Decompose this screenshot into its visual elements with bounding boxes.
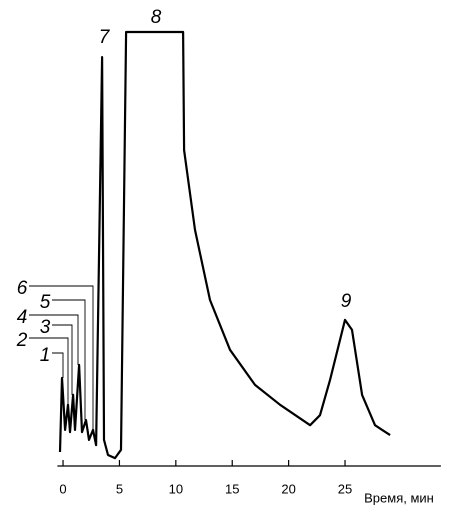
- x-tick-label: 10: [169, 481, 183, 496]
- peak-label: 3: [40, 317, 51, 338]
- leader-line: [52, 299, 86, 420]
- peak-label: 5: [40, 292, 51, 313]
- leader-line: [29, 285, 94, 430]
- x-tick-label: 20: [281, 481, 295, 496]
- chromatogram-line: [58, 30, 391, 460]
- peak-label: 8: [151, 7, 162, 28]
- leader-line: [52, 352, 64, 378]
- peak-label: 9: [341, 291, 352, 312]
- peak-label: 2: [16, 330, 28, 351]
- peak-label: 1: [40, 345, 51, 366]
- x-tick-label: 5: [116, 481, 123, 496]
- leader-line: [29, 314, 79, 365]
- peak-label: 6: [17, 278, 28, 299]
- x-tick-label: 25: [338, 481, 352, 496]
- x-tick-label: 15: [225, 481, 239, 496]
- leader-line: [29, 337, 69, 405]
- x-axis-label: Время, мин: [364, 490, 434, 505]
- x-tick-label: 0: [59, 481, 66, 496]
- peak-label: 7: [99, 27, 111, 48]
- leader-line: [52, 324, 73, 395]
- peak-label: 4: [17, 307, 28, 328]
